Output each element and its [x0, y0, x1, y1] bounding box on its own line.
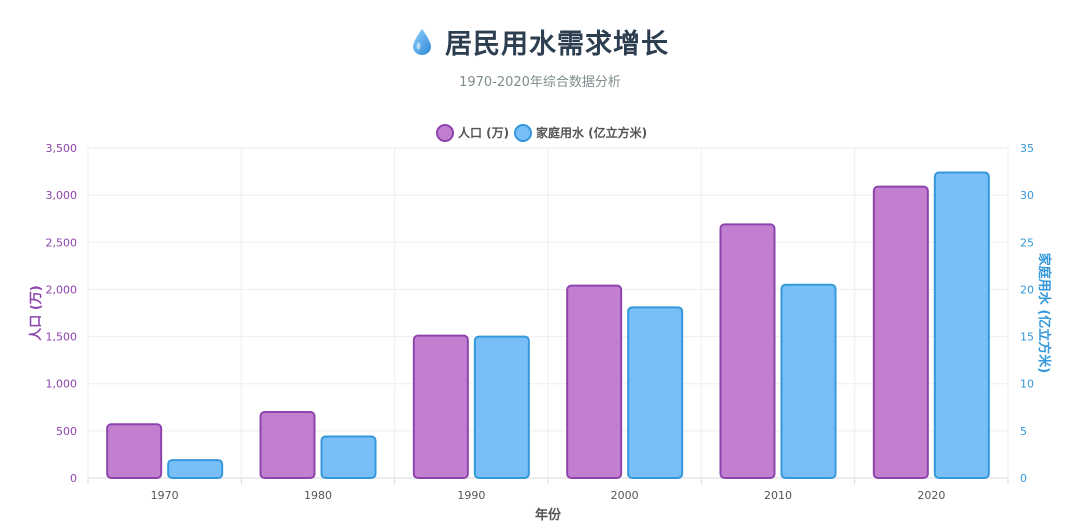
bar-water-2020[interactable] [933, 171, 990, 479]
bar-population-1980[interactable] [259, 411, 316, 479]
y-tick-left: 1,500 [46, 331, 78, 344]
y-tick-right: 30 [1020, 189, 1034, 202]
x-tick-label: 2020 [917, 489, 945, 502]
y-tick-right: 5 [1020, 425, 1027, 438]
y-axis-left-title: 人口 (万) [28, 285, 44, 340]
x-tick-label: 2010 [764, 489, 792, 502]
y-tick-right: 35 [1020, 142, 1034, 155]
page-title: 居民用水需求增长 [445, 29, 669, 60]
y-tick-right: 10 [1020, 378, 1034, 391]
legend-swatch-water [514, 124, 532, 142]
bar-water-1980[interactable] [320, 435, 377, 479]
water-drop-icon [413, 28, 431, 55]
bars [106, 171, 990, 480]
y-tick-left: 500 [56, 425, 77, 438]
legend-item-population[interactable]: 人口 (万) [436, 124, 509, 142]
legend-swatch-population [436, 124, 454, 142]
y-tick-left: 3,000 [46, 189, 78, 202]
bar-water-1970[interactable] [167, 459, 224, 480]
y-axis-right-title: 家庭用水 (亿立方米) [1036, 253, 1052, 373]
bar-population-2010[interactable] [719, 223, 776, 479]
x-tick-label: 1980 [304, 489, 332, 502]
y-tick-left: 1,000 [46, 378, 78, 391]
bar-population-2000[interactable] [566, 284, 623, 479]
y-tick-left: 3,500 [46, 142, 78, 155]
page-subtitle: 1970-2020年综合数据分析 [459, 75, 621, 90]
x-tick-label: 2000 [611, 489, 639, 502]
legend-label-population: 人口 (万) [458, 125, 509, 140]
legend-item-water[interactable]: 家庭用水 (亿立方米) [514, 124, 647, 142]
x-tick-label: 1990 [457, 489, 485, 502]
y-tick-left: 2,000 [46, 283, 78, 296]
x-axis-title: 年份 [535, 507, 562, 522]
bar-population-1970[interactable] [106, 423, 163, 479]
y-tick-right: 0 [1020, 472, 1027, 485]
legend-label-water: 家庭用水 (亿立方米) [536, 125, 647, 140]
bar-water-2010[interactable] [780, 283, 837, 480]
bar-population-2020[interactable] [872, 185, 929, 480]
axes: 人口 (万) 家庭用水 (亿立方米) 年份 0 0 500 5 1,000 10 1,500… [28, 142, 1052, 522]
y-tick-right: 20 [1020, 283, 1034, 296]
y-tick-right: 15 [1020, 331, 1034, 344]
bar-population-1990[interactable] [412, 334, 469, 479]
bar-water-2000[interactable] [627, 306, 684, 480]
y-tick-right: 25 [1020, 236, 1034, 249]
bar-water-1990[interactable] [473, 335, 530, 480]
x-tick-label: 1970 [151, 489, 179, 502]
chart-header: 居民用水需求增长 1970-2020年综合数据分析 [0, 22, 1080, 90]
title-row: 居民用水需求增长 [411, 22, 669, 61]
grid-lines [87, 147, 1009, 484]
legend[interactable]: 人口 (万) 家庭用水 (亿立方米) [436, 124, 647, 142]
y-tick-left: 0 [70, 472, 77, 485]
y-tick-left: 2,500 [46, 236, 78, 249]
